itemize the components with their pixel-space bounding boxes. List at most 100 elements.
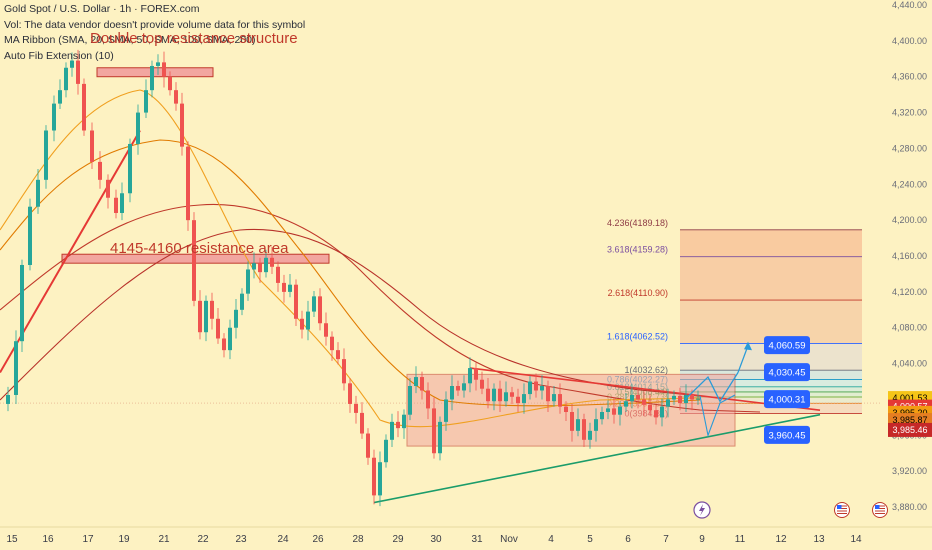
candle-body <box>28 206 32 265</box>
x-tick-label: 14 <box>850 534 862 545</box>
candle-body <box>648 404 652 411</box>
candle-body <box>678 395 682 404</box>
candle-body <box>468 368 472 384</box>
candle-body <box>82 83 86 131</box>
candle-body <box>6 394 10 404</box>
legend-ma-ribbon[interactable]: MA Ribbon (SMA, 20, SMA, 50, SMA, 100, S… <box>4 34 256 46</box>
fib-level-label: 3.618(4159.28) <box>607 245 668 255</box>
us-flag-event-icon <box>872 502 888 518</box>
target-tag-bg <box>764 336 810 355</box>
y-tick-label: 3,880.00 <box>892 502 927 512</box>
candle-body <box>552 394 556 402</box>
candle-body <box>330 336 334 351</box>
candle-body <box>564 406 568 413</box>
annotation-double-top[interactable]: Double top resistance structure <box>90 30 298 47</box>
candle-body <box>426 390 430 409</box>
candle-body <box>228 327 232 351</box>
legend-symbol[interactable]: Gold Spot / U.S. Dollar · 1h · FOREX.com <box>4 3 200 15</box>
candle-body <box>576 419 580 431</box>
candle-body <box>672 395 676 400</box>
y-tick-label: 4,160.00 <box>892 251 927 261</box>
fib-level-label: 1(4032.62) <box>624 365 668 375</box>
target-tag-label: 4,060.59 <box>769 341 806 352</box>
target-tag-bg <box>764 390 810 409</box>
candle-body <box>276 266 280 283</box>
x-tick-label: 21 <box>158 534 170 545</box>
candle-body <box>36 179 40 207</box>
candle-body <box>300 318 304 330</box>
x-tick-label: 29 <box>392 534 404 545</box>
candle-body <box>486 388 490 402</box>
fib-level-label: 1.618(4062.52) <box>607 331 668 341</box>
candle-body <box>660 406 664 418</box>
candle-body <box>270 257 274 267</box>
candle-body <box>76 60 80 84</box>
lightning-glyph <box>699 504 705 516</box>
target-tag-label: 4,030.45 <box>769 368 806 379</box>
fib-zone <box>680 379 862 387</box>
candle-body <box>348 383 352 404</box>
candle-body <box>128 143 132 194</box>
fib-zone <box>680 256 862 301</box>
candle-body <box>594 419 598 431</box>
axis-price-tag-label: 3,985.46 <box>892 425 927 435</box>
fib-level-label: 2.618(4110.90) <box>608 288 668 298</box>
axis-price-tag-bg <box>888 422 932 437</box>
x-tick-label: 26 <box>312 534 324 545</box>
candle-body <box>156 62 160 66</box>
candle-body <box>516 396 520 404</box>
flag-canton <box>875 505 880 509</box>
y-tick-label: 4,320.00 <box>892 108 927 118</box>
candle-body <box>480 379 484 389</box>
candle-body <box>546 386 550 402</box>
candle-body <box>306 311 310 330</box>
target-price-tag: 4,030.45 <box>764 363 810 382</box>
candle-body <box>144 90 148 113</box>
candle-body <box>444 399 448 422</box>
ascending-support-line <box>373 413 821 504</box>
y-tick-label: 4,360.00 <box>892 72 927 82</box>
moving-average-line <box>0 228 701 401</box>
x-tick-label: 16 <box>42 534 54 545</box>
candle-body <box>240 293 244 310</box>
x-tick-label: 24 <box>277 534 289 545</box>
candle-body <box>588 430 592 440</box>
candle-body <box>252 263 256 270</box>
us-flag-event-icon <box>834 502 850 518</box>
y-tick-label: 4,040.00 <box>892 359 927 369</box>
y-tick-label: 4,120.00 <box>892 287 927 297</box>
axis-price-tag-label: 3,985.87 <box>892 415 927 425</box>
candle-body <box>336 350 340 360</box>
x-tick-label: 19 <box>118 534 130 545</box>
candle-body <box>558 394 562 407</box>
y-tick-label: 3,920.00 <box>892 466 927 476</box>
y-tick-label: 4,400.00 <box>892 36 927 46</box>
legend-fib[interactable]: Auto Fib Extension (10) <box>4 49 114 62</box>
candle-body <box>222 338 226 351</box>
x-tick-label: 15 <box>6 534 18 545</box>
candle-body <box>618 406 622 415</box>
axis-price-tag-label: 4,001.53 <box>892 393 927 403</box>
x-tick-label: 17 <box>82 534 94 545</box>
candle-body <box>162 62 166 77</box>
candle-body <box>168 76 172 91</box>
candle-body <box>58 90 62 104</box>
candle-body <box>390 421 394 440</box>
x-tick-label: 30 <box>430 534 442 545</box>
candle-body <box>402 414 406 429</box>
axis-price-tag-label: 3,995.20 <box>892 408 927 418</box>
candle-body <box>462 383 466 391</box>
candle-body <box>264 257 268 273</box>
target-price-tag: 3,960.45 <box>764 425 810 444</box>
projection-arrow-up <box>744 341 752 351</box>
candle-body <box>636 394 640 400</box>
target-tag-label: 4,000.31 <box>769 395 806 406</box>
x-tick-label: 28 <box>352 534 364 545</box>
target-tag-label: 3,960.45 <box>769 430 806 441</box>
candle-body <box>600 412 604 420</box>
y-tick-label: 4,240.00 <box>892 179 927 189</box>
x-tick-label: Nov <box>500 534 518 545</box>
annotation-resistance-area[interactable]: 4145-4160 resistance area <box>110 240 289 257</box>
fib-level-label: 4.236(4189.18) <box>607 218 668 228</box>
